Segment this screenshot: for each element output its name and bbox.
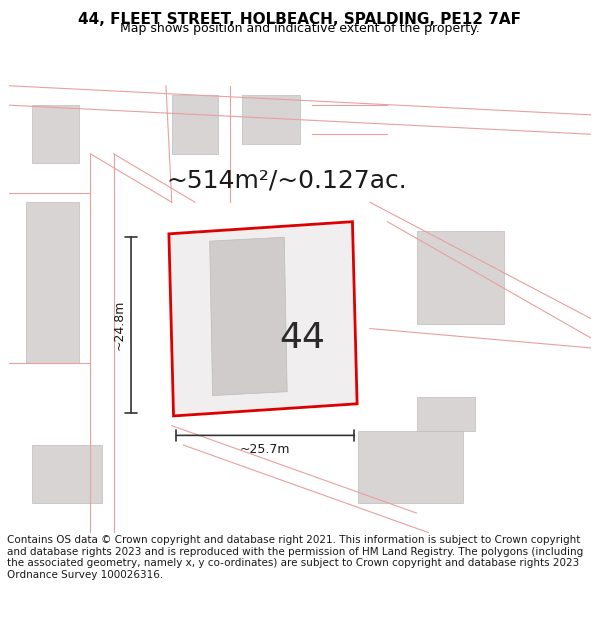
Text: ~514m²/~0.127ac.: ~514m²/~0.127ac. [166, 169, 407, 192]
Bar [32, 445, 102, 503]
Bar [26, 202, 79, 362]
Bar [32, 105, 79, 163]
Polygon shape [209, 238, 287, 396]
Text: Map shows position and indicative extent of the property.: Map shows position and indicative extent… [120, 22, 480, 35]
Text: ~24.8m: ~24.8m [112, 300, 125, 350]
Bar [358, 431, 463, 503]
Bar [416, 396, 475, 431]
Text: 44, FLEET STREET, HOLBEACH, SPALDING, PE12 7AF: 44, FLEET STREET, HOLBEACH, SPALDING, PE… [79, 12, 521, 27]
Text: Contains OS data © Crown copyright and database right 2021. This information is : Contains OS data © Crown copyright and d… [7, 535, 583, 580]
Bar [416, 231, 504, 324]
Bar [242, 96, 300, 144]
Text: ~25.7m: ~25.7m [240, 443, 290, 456]
Text: 44: 44 [279, 321, 325, 355]
Polygon shape [169, 222, 357, 416]
Bar [172, 96, 218, 154]
